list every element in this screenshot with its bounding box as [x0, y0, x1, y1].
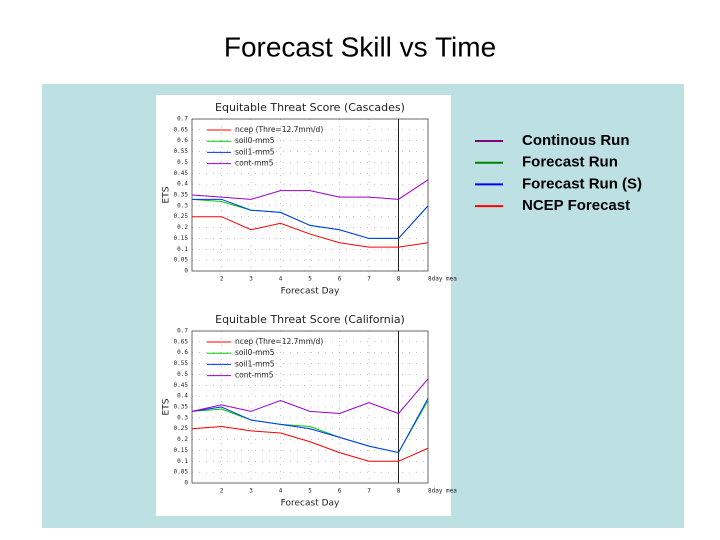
y-tick-label: 0.7 [177, 116, 188, 123]
legend-label: soil1-mm5 [235, 147, 275, 156]
y-tick-label: 0.55 [174, 360, 189, 367]
x-tick-label: 7 [367, 488, 371, 495]
y-tick-label: 0.25 [174, 425, 189, 432]
x-tick-label: 8 [397, 488, 401, 495]
x-tick-label: 3 [249, 488, 253, 495]
y-tick-label: 0.45 [174, 382, 189, 389]
y-tick-label: 0.15 [174, 235, 189, 242]
x-tick-label: 4 [279, 276, 283, 283]
plot-frame [191, 330, 429, 484]
x-tick-label: 8day mea [428, 488, 457, 495]
legend-label: Forecast Run [522, 154, 618, 171]
x-tick-label: 5 [308, 488, 312, 495]
legend-label: ncep (Thre=12.7mm/d) [235, 125, 323, 134]
y-tick-label: 0.55 [174, 148, 189, 155]
y-tick-label: 0.6 [177, 137, 188, 144]
y-tick-label: 0.65 [174, 126, 189, 133]
x-tick-label: 2 [220, 488, 224, 495]
y-tick-label: 0.3 [177, 414, 188, 421]
y-tick-label: 0.45 [174, 170, 189, 177]
legend-label: cont-mm5 [235, 371, 274, 380]
x-tick-label: 7 [367, 276, 371, 283]
series-line [191, 179, 429, 200]
y-tick-label: 0.05 [174, 257, 189, 264]
legend-label: NCEP Forecast [522, 197, 630, 214]
x-tick-label: 4 [279, 488, 283, 495]
y-tick-label: 0.25 [174, 213, 189, 220]
x-axis-label: Forecast Day [281, 499, 340, 509]
legend-label: soil0-mm5 [235, 348, 275, 357]
x-tick-label: 8 [397, 276, 401, 283]
y-tick-label: 0.35 [174, 192, 189, 199]
y-tick-label: 0.35 [174, 404, 189, 411]
chart-title: Equitable Threat Score (Cascades) [215, 101, 405, 114]
slide-title: Forecast Skill vs Time [224, 31, 496, 62]
legend-label: soil0-mm5 [235, 136, 275, 145]
y-tick-label: 0.65 [174, 338, 189, 345]
series-line [192, 198, 429, 239]
y-tick-label: 0.15 [174, 447, 189, 454]
y-tick-label: 0.2 [177, 224, 188, 231]
y-tick-label: 0.05 [174, 469, 189, 476]
x-tick-label: 5 [308, 276, 312, 283]
y-tick-label: 0 [184, 480, 188, 487]
y-axis-label: ETS [162, 398, 172, 415]
chart-title: Equitable Threat Score (California) [215, 313, 405, 326]
series-line [191, 398, 429, 454]
x-tick-label: 8day mea [428, 276, 457, 283]
y-tick-label: 0.4 [177, 393, 188, 400]
y-tick-label: 0.5 [177, 159, 188, 166]
y-tick-label: 0.1 [177, 246, 188, 253]
legend-label: Forecast Run (S) [522, 175, 642, 192]
y-axis-label: ETS [162, 186, 172, 203]
x-axis-label: Forecast Day [281, 287, 340, 297]
series-line [191, 426, 429, 462]
legend-label: ncep (Thre=12.7mm/d) [235, 337, 323, 346]
legend-label: cont-mm5 [235, 159, 274, 168]
y-tick-label: 0.1 [177, 458, 188, 465]
y-tick-label: 0.4 [177, 181, 188, 188]
x-tick-label: 2 [220, 276, 224, 283]
y-tick-label: 0 [184, 268, 188, 275]
x-tick-label: 6 [338, 276, 342, 283]
y-tick-label: 0.7 [177, 328, 188, 335]
y-tick-label: 0.3 [177, 202, 188, 209]
series-line [191, 378, 429, 415]
x-tick-label: 3 [249, 276, 253, 283]
y-tick-label: 0.5 [177, 371, 188, 378]
y-tick-label: 0.6 [177, 349, 188, 356]
series-line [192, 216, 429, 248]
legend-label: Continous Run [522, 132, 629, 149]
y-tick-label: 0.2 [177, 436, 188, 443]
chart-image [156, 95, 451, 516]
x-tick-label: 6 [338, 488, 342, 495]
legend-label: soil1-mm5 [235, 359, 275, 368]
